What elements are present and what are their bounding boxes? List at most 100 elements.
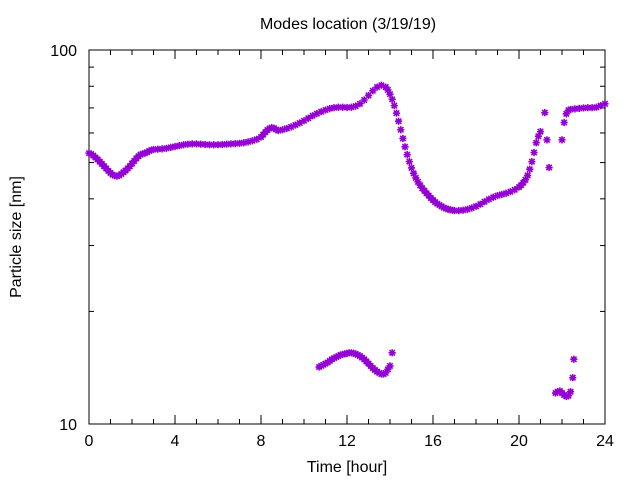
data-point (180, 141, 188, 149)
data-point (364, 91, 373, 100)
data-point (197, 140, 205, 148)
x-axis-label: Time [hour] (307, 459, 387, 476)
x-tick-labels: 0 4 8 12 16 20 24 (85, 433, 614, 450)
data-point (175, 142, 183, 150)
data-point (356, 100, 364, 108)
data-point (532, 139, 540, 147)
data-point (545, 163, 553, 172)
data-point (567, 105, 575, 113)
data-point (162, 144, 170, 152)
data-point (511, 186, 519, 194)
y-tick-label: 100 (50, 43, 77, 60)
data-point (231, 139, 239, 148)
data-point (274, 126, 282, 135)
data-point (530, 148, 538, 157)
data-point (403, 151, 411, 159)
data-point (575, 104, 583, 112)
data-point (167, 143, 175, 151)
data-point (558, 136, 566, 144)
data-point (584, 104, 592, 112)
data-point (384, 86, 392, 94)
data-point (377, 81, 385, 89)
y-tick-label: 10 (59, 417, 77, 434)
data-point (210, 141, 218, 149)
data-point (390, 102, 398, 110)
series-2 (315, 349, 396, 378)
data-point (534, 132, 542, 140)
data-point (601, 100, 609, 108)
data-point (536, 128, 545, 136)
data-point (564, 392, 573, 400)
x-tick-label: 16 (424, 433, 442, 450)
data-point (352, 102, 360, 110)
data-point (384, 365, 392, 373)
data-point (253, 135, 261, 143)
data-point (472, 202, 480, 210)
data-point (498, 190, 506, 199)
data-point (214, 141, 222, 149)
data-point (493, 192, 502, 200)
data-point (373, 83, 381, 91)
data-point (137, 151, 145, 159)
data-point (569, 374, 577, 382)
data-point (597, 102, 605, 110)
data-point (541, 109, 549, 117)
series-3 (551, 355, 578, 401)
data-point (192, 140, 201, 148)
data-point (588, 104, 596, 112)
data-point (296, 119, 304, 127)
data-point (339, 103, 347, 111)
data-point (309, 112, 317, 120)
data-point (283, 124, 291, 133)
data-point (560, 118, 568, 127)
x-tick-label: 8 (257, 433, 266, 450)
y-tick-labels: 10 100 (50, 43, 77, 434)
x-tick-label: 12 (338, 433, 356, 450)
data-point (360, 96, 368, 104)
data-point (442, 204, 450, 213)
data-point (287, 123, 295, 131)
data-point (386, 362, 394, 370)
data-point (223, 140, 231, 148)
data-point (141, 149, 149, 157)
data-point (476, 200, 484, 208)
data-point (304, 114, 312, 122)
data-point (149, 145, 158, 154)
data-point (85, 149, 93, 157)
data-point (188, 140, 196, 148)
data-point (145, 147, 153, 155)
data-points (85, 81, 609, 401)
data-point (459, 206, 467, 214)
axis-ticks (88, 49, 606, 425)
data-point (291, 121, 299, 129)
data-point (502, 189, 510, 197)
data-point (562, 110, 570, 118)
data-point (321, 106, 330, 114)
y-axis-label: Particle size [nm] (8, 176, 25, 298)
x-tick-label: 4 (171, 433, 180, 450)
data-point (244, 138, 252, 146)
data-point (399, 134, 407, 143)
data-point (570, 355, 578, 363)
data-point (528, 158, 536, 166)
data-point (300, 117, 308, 125)
data-point (543, 136, 551, 144)
data-point (278, 126, 287, 134)
data-point (414, 178, 422, 186)
data-point (158, 145, 166, 153)
data-point (334, 103, 342, 111)
x-tick-label: 20 (510, 433, 528, 450)
data-point (410, 169, 418, 177)
data-point (450, 207, 459, 215)
data-point (524, 171, 532, 180)
data-point (395, 117, 403, 125)
data-point (388, 349, 396, 357)
data-point (388, 95, 396, 103)
data-point (397, 126, 405, 134)
data-point (468, 204, 476, 212)
data-point (564, 106, 573, 114)
data-point (506, 188, 514, 196)
data-point (171, 142, 179, 151)
data-point (392, 109, 401, 117)
